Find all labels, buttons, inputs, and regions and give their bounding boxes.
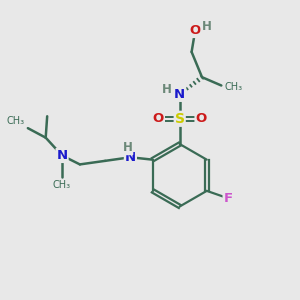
Text: N: N	[56, 149, 68, 162]
Text: H: H	[202, 20, 212, 33]
Text: O: O	[196, 112, 207, 125]
Text: S: S	[175, 112, 185, 126]
Text: H: H	[122, 141, 132, 154]
Text: N: N	[174, 88, 185, 101]
Text: N: N	[125, 151, 136, 164]
Text: CH₃: CH₃	[53, 181, 71, 190]
Text: O: O	[153, 112, 164, 125]
Text: F: F	[224, 192, 233, 205]
Text: CH₃: CH₃	[7, 116, 25, 126]
Text: CH₃: CH₃	[225, 82, 243, 92]
Text: O: O	[190, 24, 201, 37]
Text: H: H	[162, 82, 172, 96]
